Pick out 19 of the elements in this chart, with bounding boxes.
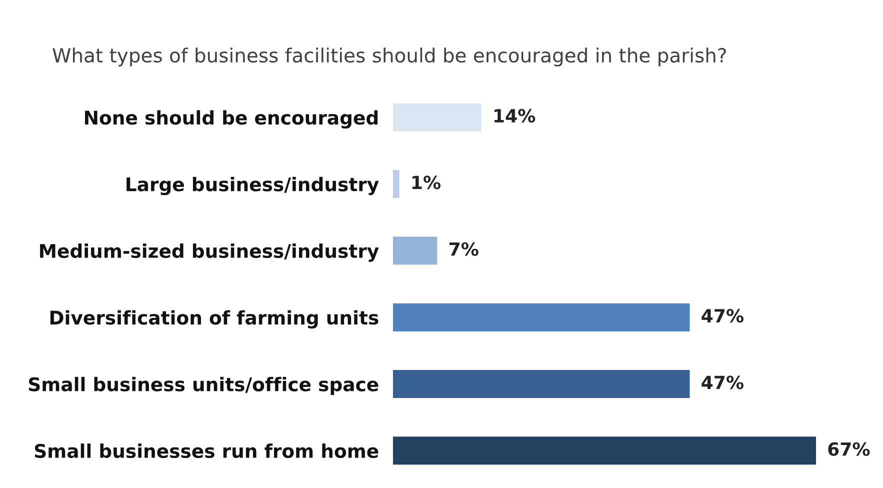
bar	[393, 236, 438, 265]
bar	[393, 103, 482, 132]
data-label: 1%	[412, 176, 441, 190]
bar	[393, 170, 400, 198]
bar	[393, 370, 690, 398]
data-label: 14%	[494, 108, 536, 123]
chart-title: What types of business facilities should be encouraged in the parish?	[52, 48, 726, 66]
data-label: 67%	[828, 442, 870, 456]
y-tick-label: None should be encouraged	[85, 110, 378, 129]
y-tick-label: Large business/industry	[126, 176, 379, 196]
y-tick-label: Diversification of farming units	[50, 310, 378, 329]
data-label: 47%	[702, 308, 744, 323]
data-label: 7%	[450, 242, 478, 256]
y-tick-label: Medium-sized business/industry	[40, 244, 379, 262]
y-tick-label: Small business units/office space	[28, 376, 378, 396]
bar	[393, 436, 816, 465]
bar	[393, 303, 690, 332]
y-tick-label: Small businesses run from home	[34, 444, 378, 458]
data-label: 47%	[702, 376, 744, 390]
